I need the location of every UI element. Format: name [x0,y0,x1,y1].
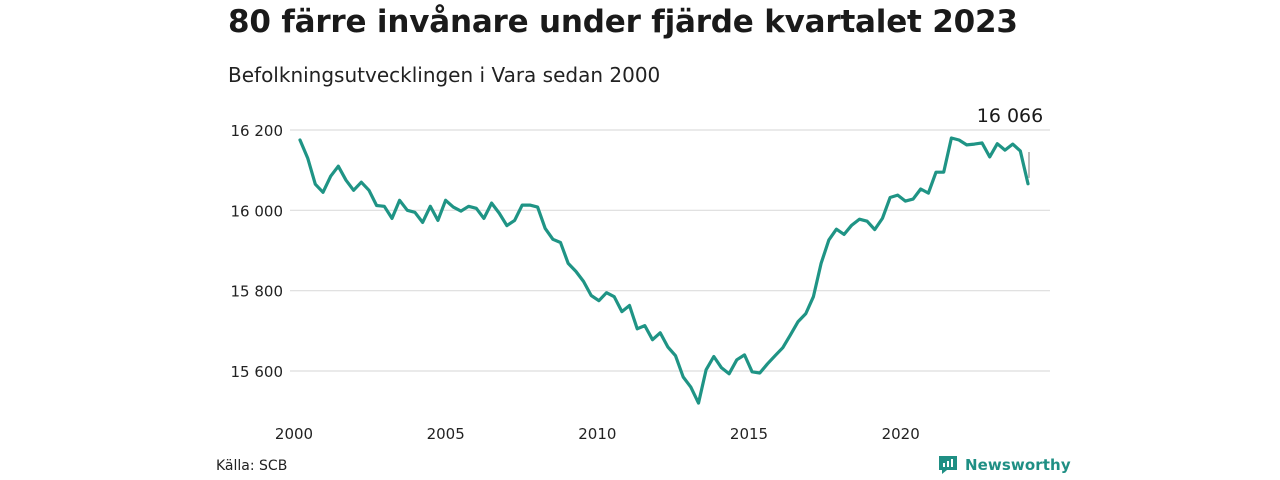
y-tick-label: 16 200 [231,122,284,140]
x-tick-label: 2000 [275,425,313,443]
chart-subtitle: Befolkningsutvecklingen i Vara sedan 200… [228,63,661,87]
newsworthy-icon [939,456,957,474]
chart-title: 80 färre invånare under fjärde kvartalet… [228,4,1018,40]
y-tick-label: 16 000 [231,202,284,220]
newsworthy-logo[interactable]: Newsworthy [938,455,1071,475]
population-line [298,136,1030,405]
brand-name: Newsworthy [965,456,1071,474]
source-note: Källa: SCB [216,458,288,474]
y-tick-label: 15 800 [231,283,284,301]
x-tick-label: 2010 [578,425,616,443]
x-tick-label: 2015 [730,425,768,443]
last-value-label: 16 066 [977,105,1043,127]
x-tick-label: 2005 [427,425,465,443]
x-tick-label: 2020 [882,425,920,443]
y-tick-label: 15 600 [231,363,284,381]
